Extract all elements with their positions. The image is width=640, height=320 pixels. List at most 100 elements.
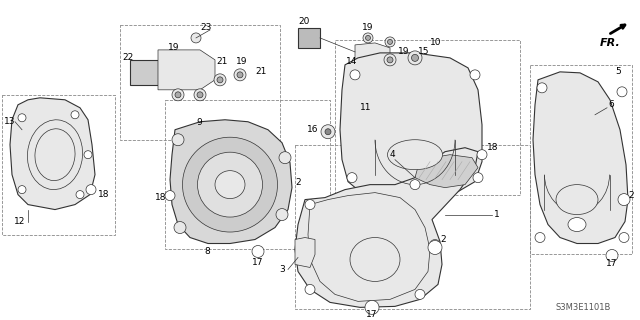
Circle shape [214, 74, 226, 86]
Text: 6: 6 [608, 100, 614, 109]
Circle shape [165, 191, 175, 201]
Circle shape [350, 70, 360, 80]
Ellipse shape [215, 171, 245, 199]
Circle shape [175, 92, 181, 98]
Circle shape [430, 239, 440, 250]
Text: 21: 21 [216, 57, 227, 66]
Text: 5: 5 [615, 67, 621, 76]
Circle shape [279, 152, 291, 164]
Circle shape [618, 194, 630, 205]
Circle shape [365, 300, 379, 314]
Text: 1: 1 [494, 210, 500, 219]
Circle shape [71, 111, 79, 119]
Circle shape [619, 233, 629, 243]
Circle shape [363, 33, 373, 43]
Ellipse shape [350, 237, 400, 281]
Circle shape [617, 87, 627, 97]
Ellipse shape [28, 120, 83, 189]
Text: 15: 15 [418, 47, 429, 56]
Circle shape [384, 54, 396, 66]
Circle shape [365, 36, 371, 40]
Text: 9: 9 [196, 118, 202, 127]
Polygon shape [10, 98, 95, 210]
Circle shape [197, 92, 203, 98]
Text: 2: 2 [295, 178, 301, 187]
Text: 10: 10 [430, 38, 442, 47]
Bar [335, 40, 520, 195]
Text: 17: 17 [606, 259, 618, 268]
Polygon shape [130, 60, 158, 85]
Circle shape [276, 209, 288, 220]
Text: 19: 19 [236, 57, 248, 66]
Bar [2, 95, 115, 235]
Text: 14: 14 [346, 57, 357, 66]
Text: 22: 22 [122, 53, 133, 62]
Circle shape [410, 180, 420, 190]
Text: 19: 19 [168, 44, 180, 52]
Circle shape [606, 250, 618, 261]
Text: 12: 12 [14, 217, 26, 226]
Bar [165, 100, 330, 250]
Text: 20: 20 [298, 18, 309, 27]
Text: 18: 18 [155, 193, 166, 202]
Circle shape [415, 289, 425, 300]
Circle shape [385, 37, 395, 47]
Text: 19: 19 [398, 47, 410, 56]
Polygon shape [533, 72, 628, 244]
Text: 17: 17 [252, 258, 264, 267]
Circle shape [172, 134, 184, 146]
Text: 19: 19 [362, 23, 374, 32]
Circle shape [321, 125, 335, 139]
Ellipse shape [387, 140, 442, 170]
Circle shape [252, 245, 264, 258]
Circle shape [305, 284, 315, 294]
Circle shape [428, 241, 442, 254]
Circle shape [18, 114, 26, 122]
Polygon shape [298, 28, 320, 48]
Polygon shape [295, 148, 478, 308]
Text: 4: 4 [390, 150, 396, 159]
Bar [295, 145, 530, 309]
Circle shape [234, 69, 246, 81]
Circle shape [470, 70, 480, 80]
Polygon shape [355, 43, 390, 75]
Text: 8: 8 [204, 247, 210, 256]
Text: 18: 18 [487, 143, 499, 152]
Ellipse shape [568, 218, 586, 232]
Circle shape [535, 233, 545, 243]
Circle shape [191, 33, 201, 43]
Circle shape [537, 83, 547, 93]
Ellipse shape [35, 129, 75, 180]
Ellipse shape [182, 137, 278, 232]
Text: 23: 23 [200, 23, 211, 32]
Circle shape [305, 200, 315, 210]
Polygon shape [170, 120, 292, 244]
Circle shape [76, 191, 84, 199]
Circle shape [174, 221, 186, 234]
Polygon shape [340, 53, 482, 196]
Circle shape [194, 89, 206, 101]
Polygon shape [415, 155, 478, 188]
Text: 16: 16 [307, 125, 318, 134]
Text: 3: 3 [279, 265, 285, 274]
Text: S3M3E1101B: S3M3E1101B [555, 303, 611, 312]
Bar [530, 65, 632, 254]
Circle shape [325, 129, 331, 135]
Circle shape [237, 72, 243, 78]
Circle shape [387, 39, 392, 44]
Circle shape [172, 89, 184, 101]
Text: FR.: FR. [600, 38, 621, 48]
Text: 2: 2 [628, 191, 634, 200]
Circle shape [412, 54, 419, 61]
Circle shape [18, 186, 26, 194]
Polygon shape [158, 50, 215, 90]
Ellipse shape [198, 152, 262, 217]
Circle shape [217, 77, 223, 83]
Text: 21: 21 [255, 67, 266, 76]
Text: 18: 18 [98, 190, 109, 199]
Circle shape [84, 151, 92, 159]
Polygon shape [308, 193, 430, 301]
Text: 2: 2 [440, 235, 445, 244]
Text: 11: 11 [360, 103, 371, 112]
Polygon shape [295, 237, 315, 268]
